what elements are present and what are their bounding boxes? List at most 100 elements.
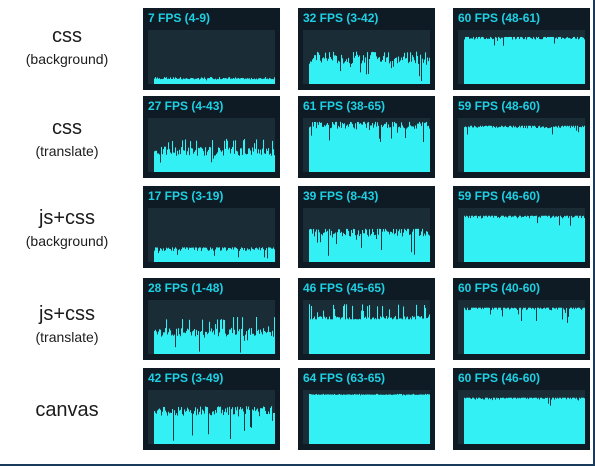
fps-bar — [509, 215, 511, 262]
fps-bar — [373, 127, 375, 172]
fps-bar — [178, 250, 180, 262]
fps-bar — [208, 332, 210, 354]
fps-bar — [232, 333, 234, 354]
fps-bar — [543, 37, 545, 84]
fps-bar — [570, 128, 572, 172]
fps-bar — [417, 228, 419, 262]
fps-bar — [166, 247, 168, 262]
fps-bar — [378, 318, 380, 354]
fps-bar — [509, 125, 511, 172]
fps-bar — [177, 335, 179, 354]
fps-bar — [207, 407, 209, 444]
fps-bar — [183, 78, 185, 84]
fps-bar — [252, 333, 254, 354]
fps-bar — [366, 318, 368, 354]
fps-bar — [187, 407, 189, 444]
fps-bar — [514, 307, 516, 354]
fps-bar — [376, 319, 378, 354]
fps-bar — [197, 250, 199, 262]
row-label-jscss-translate: js+css (translate) — [0, 302, 134, 346]
fps-bar — [493, 309, 495, 354]
fps-bar — [406, 317, 408, 354]
fps-bar — [353, 228, 355, 262]
fps-bar — [421, 231, 423, 262]
fps-bar — [330, 235, 332, 262]
fps-bar — [576, 130, 578, 172]
fps-bar — [483, 37, 485, 84]
fps-bar — [182, 414, 184, 444]
fps-bar — [352, 305, 354, 354]
fps-bar — [515, 215, 517, 262]
fps-bar — [339, 394, 341, 444]
fps-bar — [253, 333, 255, 354]
fps-bar — [156, 247, 158, 262]
fps-bar — [185, 249, 187, 262]
fps-bar — [465, 309, 467, 354]
fps-bar — [571, 399, 573, 444]
fps-bar — [473, 217, 475, 262]
fps-bar — [320, 394, 322, 444]
fps-meter: 61 FPS (38-65) — [298, 96, 435, 178]
fps-bar — [356, 319, 358, 354]
fps-bar — [563, 37, 565, 84]
fps-bar — [480, 398, 482, 444]
fps-bar — [345, 128, 347, 172]
fps-bar — [489, 307, 491, 354]
fps-bar — [197, 334, 199, 354]
fps-bar — [471, 398, 473, 444]
fps-bar — [418, 315, 420, 354]
fps-bar — [405, 58, 407, 84]
fps-bar — [354, 57, 356, 84]
fps-bar — [231, 327, 233, 354]
fps-bar — [494, 45, 496, 84]
fps-bar — [312, 122, 314, 172]
fps-bar — [561, 307, 563, 354]
fps-bar — [214, 334, 216, 354]
fps-bar — [242, 77, 244, 84]
fps-bar — [489, 397, 491, 444]
fps-bar — [252, 409, 254, 444]
fps-bar — [400, 233, 402, 262]
fps-bar — [536, 320, 538, 354]
fps-bar — [402, 60, 404, 84]
fps-bar — [329, 394, 331, 444]
fps-bar — [324, 316, 326, 354]
fps-bar — [520, 215, 522, 262]
fps-bar — [191, 148, 193, 172]
fps-bar — [360, 233, 362, 262]
fps-bar — [410, 317, 412, 354]
fps-bar — [558, 36, 560, 84]
fps-bar — [517, 397, 519, 444]
fps-bar — [389, 309, 391, 354]
fps-bar — [538, 217, 540, 262]
fps-bar — [257, 331, 259, 354]
fps-bar — [407, 394, 409, 444]
fps-bar — [240, 249, 242, 262]
fps-bar — [540, 127, 542, 172]
fps-bar — [559, 307, 561, 354]
fps-bar — [219, 147, 221, 172]
fps-bar — [423, 394, 425, 444]
fps-bar — [424, 394, 426, 444]
fps-bar — [259, 153, 261, 172]
fps-bar — [362, 394, 364, 444]
fps-bar — [537, 128, 539, 172]
fps-bar — [261, 248, 263, 262]
fps-bar — [318, 317, 320, 354]
fps-bar — [352, 394, 354, 444]
fps-bar — [327, 230, 329, 262]
fps-bar — [485, 39, 487, 84]
fps-bar — [584, 217, 585, 262]
fps-bar — [405, 319, 407, 354]
fps-bar — [246, 154, 248, 172]
fps-bar — [186, 154, 188, 172]
fps-bar — [497, 127, 499, 172]
fps-bar — [549, 37, 551, 84]
fps-bar — [353, 127, 355, 172]
fps-bar — [196, 78, 198, 84]
fps-bar — [518, 217, 520, 262]
fps-bar — [500, 307, 502, 354]
fps-bar — [526, 398, 528, 444]
fps-bar — [409, 319, 411, 354]
fps-bar — [159, 250, 161, 262]
